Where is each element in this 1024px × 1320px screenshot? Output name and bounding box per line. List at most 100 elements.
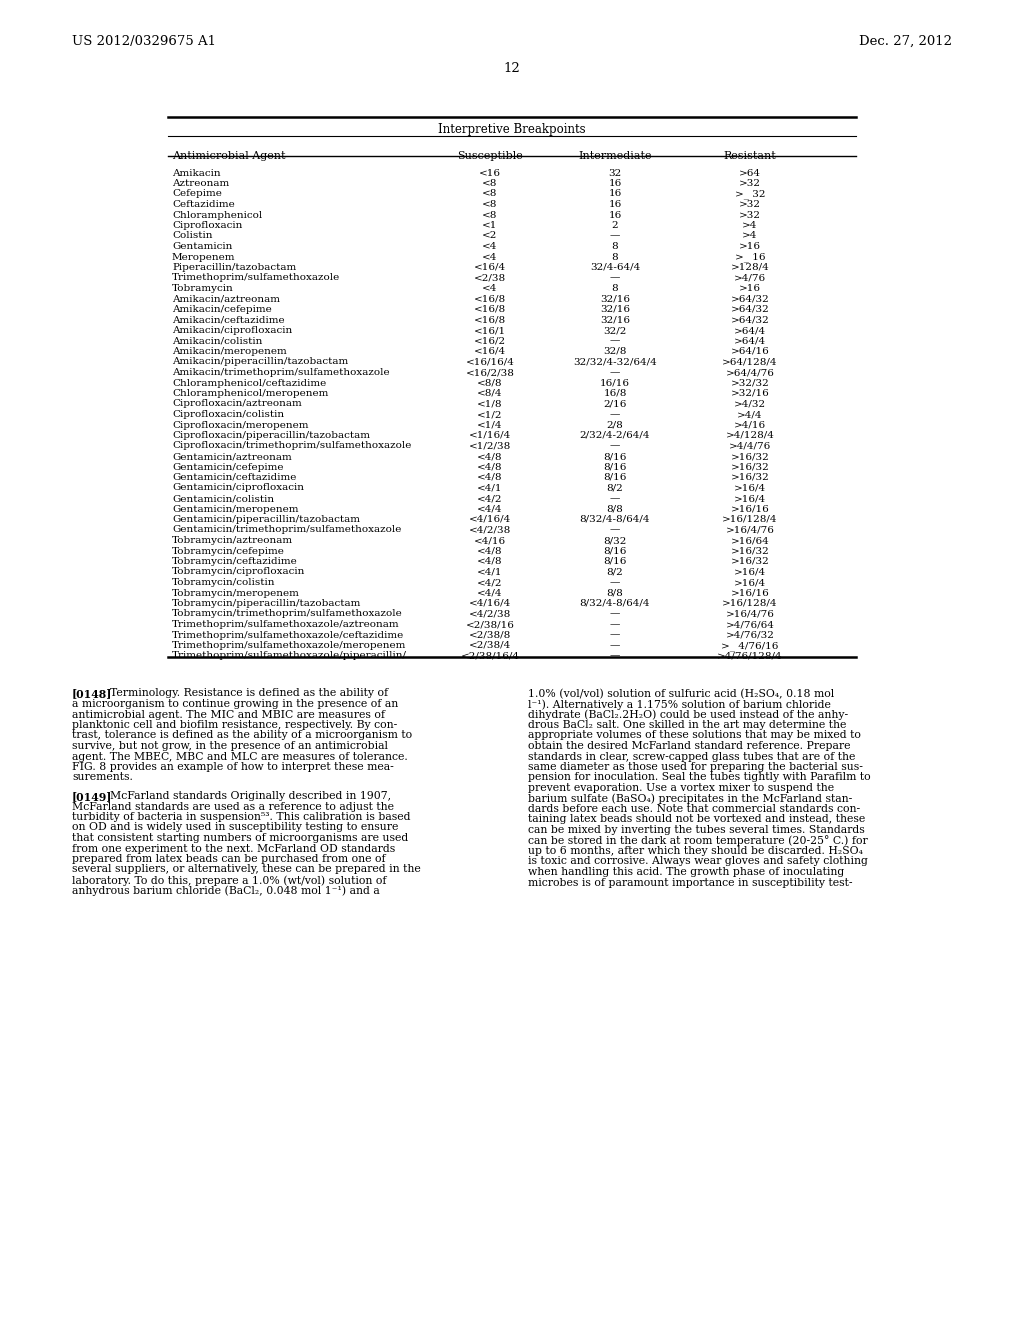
Text: is toxic and corrosive. Always wear gloves and safety clothing: is toxic and corrosive. Always wear glov… <box>528 857 868 866</box>
Text: 8/2: 8/2 <box>606 568 624 577</box>
Text: 32/4-64/4: 32/4-64/4 <box>590 263 640 272</box>
Text: <16/4: <16/4 <box>474 347 506 356</box>
Text: <4/16/4: <4/16/4 <box>469 515 511 524</box>
Text: >32/32: >32/32 <box>731 379 769 388</box>
Text: Chloramphenicol/ceftazidime: Chloramphenicol/ceftazidime <box>172 379 327 388</box>
Text: Amikacin/piperacillin/tazobactam: Amikacin/piperacillin/tazobactam <box>172 358 348 367</box>
Text: 8/16: 8/16 <box>603 546 627 556</box>
Text: Amikacin/ceftazidime: Amikacin/ceftazidime <box>172 315 285 325</box>
Text: Amikacin/aztreonam: Amikacin/aztreonam <box>172 294 280 304</box>
Text: planktonic cell and biofilm resistance, respectively. By con-: planktonic cell and biofilm resistance, … <box>72 719 397 730</box>
Text: >16/64: >16/64 <box>731 536 769 545</box>
Text: Amikacin/ciprofloxacin: Amikacin/ciprofloxacin <box>172 326 292 335</box>
Text: Terminology. Resistance is defined as the ability of: Terminology. Resistance is defined as th… <box>110 689 388 698</box>
Text: —: — <box>610 620 621 630</box>
Text: >16/4/76: >16/4/76 <box>726 525 774 535</box>
Text: Tobramycin: Tobramycin <box>172 284 233 293</box>
Text: Intermediate: Intermediate <box>579 150 651 161</box>
Text: 8/32: 8/32 <box>603 536 627 545</box>
Text: —: — <box>610 368 621 378</box>
Text: Ciprofloxacin/trimethoprim/sulfamethoxazole: Ciprofloxacin/trimethoprim/sulfamethoxaz… <box>172 441 412 450</box>
Text: >64/32: >64/32 <box>731 294 769 304</box>
Text: >32/16: >32/16 <box>731 389 769 399</box>
Text: <4/8: <4/8 <box>477 473 503 482</box>
Text: prevent evaporation. Use a vortex mixer to suspend the: prevent evaporation. Use a vortex mixer … <box>528 783 835 793</box>
Text: 8/32/4-8/64/4: 8/32/4-8/64/4 <box>580 599 650 609</box>
Text: >64/4: >64/4 <box>734 326 766 335</box>
Text: >16/128/4: >16/128/4 <box>722 515 778 524</box>
Text: Chloramphenicol/meropenem: Chloramphenicol/meropenem <box>172 389 329 399</box>
Text: <4/1: <4/1 <box>477 568 503 577</box>
Text: <8: <8 <box>482 201 498 209</box>
Text: >16/4: >16/4 <box>734 578 766 587</box>
Text: 2/8: 2/8 <box>606 421 624 429</box>
Text: Aztreonam: Aztreonam <box>172 180 229 187</box>
Text: 8: 8 <box>611 284 618 293</box>
Text: l⁻¹). Alternatively a 1.175% solution of barium chloride: l⁻¹). Alternatively a 1.175% solution of… <box>528 700 830 710</box>
Text: <1/2: <1/2 <box>477 411 503 418</box>
Text: <1/16/4: <1/16/4 <box>469 432 511 440</box>
Text: Tobramycin/meropenem: Tobramycin/meropenem <box>172 589 300 598</box>
Text: <16/1: <16/1 <box>474 326 506 335</box>
Text: Gentamicin/ceftazidime: Gentamicin/ceftazidime <box>172 473 296 482</box>
Text: >16/4: >16/4 <box>734 494 766 503</box>
Text: Gentamicin/trimethoprim/sulfamethoxazole: Gentamicin/trimethoprim/sulfamethoxazole <box>172 525 401 535</box>
Text: >4/76/64: >4/76/64 <box>726 620 774 630</box>
Text: Tobramycin/ceftazidime: Tobramycin/ceftazidime <box>172 557 298 566</box>
Text: >4: >4 <box>742 231 758 240</box>
Text: <4/8: <4/8 <box>477 462 503 471</box>
Text: <4/8: <4/8 <box>477 546 503 556</box>
Text: Ciprofloxacin/piperacillin/tazobactam: Ciprofloxacin/piperacillin/tazobactam <box>172 432 370 440</box>
Text: >64/32: >64/32 <box>731 305 769 314</box>
Text: <2/38/8: <2/38/8 <box>469 631 511 639</box>
Text: Tobramycin/ciprofloxacin: Tobramycin/ciprofloxacin <box>172 568 305 577</box>
Text: —: — <box>610 610 621 619</box>
Text: 32/16: 32/16 <box>600 315 630 325</box>
Text: >64/128/4: >64/128/4 <box>722 358 778 367</box>
Text: <8/4: <8/4 <box>477 389 503 399</box>
Text: >64/32: >64/32 <box>731 315 769 325</box>
Text: dards before each use. Note that commercial standards con-: dards before each use. Note that commerc… <box>528 804 860 814</box>
Text: >16/16: >16/16 <box>731 589 769 598</box>
Text: >32: >32 <box>739 180 761 187</box>
Text: McFarland standards Originally described in 1907,: McFarland standards Originally described… <box>110 791 391 801</box>
Text: anhydrous barium chloride (BaCl₂, 0.048 mol 1⁻¹) and a: anhydrous barium chloride (BaCl₂, 0.048 … <box>72 886 380 896</box>
Text: dihydrate (BaCl₂.2H₂O) could be used instead of the anhy-: dihydrate (BaCl₂.2H₂O) could be used ins… <box>528 710 848 721</box>
Text: Antimicrobial Agent: Antimicrobial Agent <box>172 150 286 161</box>
Text: >64/16: >64/16 <box>731 347 769 356</box>
Text: 32: 32 <box>608 169 622 177</box>
Text: 8/16: 8/16 <box>603 557 627 566</box>
Text: >16/4: >16/4 <box>734 568 766 577</box>
Text: surements.: surements. <box>72 772 133 783</box>
Text: taining latex beads should not be vortexed and instead, these: taining latex beads should not be vortex… <box>528 814 865 825</box>
Text: <4: <4 <box>482 284 498 293</box>
Text: <2: <2 <box>482 231 498 240</box>
Text: Piperacillin/tazobactam: Piperacillin/tazobactam <box>172 263 296 272</box>
Text: FIG. 8 provides an example of how to interpret these mea-: FIG. 8 provides an example of how to int… <box>72 762 394 772</box>
Text: Ciprofloxacin/colistin: Ciprofloxacin/colistin <box>172 411 284 418</box>
Text: Trimethoprim/sulfamethoxazole/ceftazidime: Trimethoprim/sulfamethoxazole/ceftazidim… <box>172 631 404 639</box>
Text: —: — <box>610 337 621 346</box>
Text: Trimethoprim/sulfamethoxazole/meropenem: Trimethoprim/sulfamethoxazole/meropenem <box>172 642 407 649</box>
Text: 32/2: 32/2 <box>603 326 627 335</box>
Text: Amikacin/trimethoprim/sulfamethoxazole: Amikacin/trimethoprim/sulfamethoxazole <box>172 368 389 378</box>
Text: >_ 4/76/16: >_ 4/76/16 <box>721 642 778 651</box>
Text: 16/16: 16/16 <box>600 379 630 388</box>
Text: Trimethoprim/sulfamethoxazole/aztreonam: Trimethoprim/sulfamethoxazole/aztreonam <box>172 620 399 630</box>
Text: Gentamicin: Gentamicin <box>172 242 232 251</box>
Text: <16/8: <16/8 <box>474 294 506 304</box>
Text: Gentamicin/aztreonam: Gentamicin/aztreonam <box>172 451 292 461</box>
Text: <8: <8 <box>482 180 498 187</box>
Text: >4/76/32: >4/76/32 <box>726 631 774 639</box>
Text: 2: 2 <box>611 220 618 230</box>
Text: Dec. 27, 2012: Dec. 27, 2012 <box>859 36 952 48</box>
Text: Trimethoprim/sulfamethoxazole/piperacillin/: Trimethoprim/sulfamethoxazole/piperacill… <box>172 652 407 660</box>
Text: Chloramphenicol: Chloramphenicol <box>172 210 262 219</box>
Text: from one experiment to the next. McFarland OD standards: from one experiment to the next. McFarla… <box>72 843 395 854</box>
Text: >128/4: >128/4 <box>731 263 769 272</box>
Text: 16: 16 <box>608 180 622 187</box>
Text: several suppliers, or alternatively, these can be prepared in the: several suppliers, or alternatively, the… <box>72 865 421 874</box>
Text: 2/32/4-2/64/4: 2/32/4-2/64/4 <box>580 432 650 440</box>
Text: <4/1: <4/1 <box>477 483 503 492</box>
Text: McFarland standards are used as a reference to adjust the: McFarland standards are used as a refere… <box>72 801 394 812</box>
